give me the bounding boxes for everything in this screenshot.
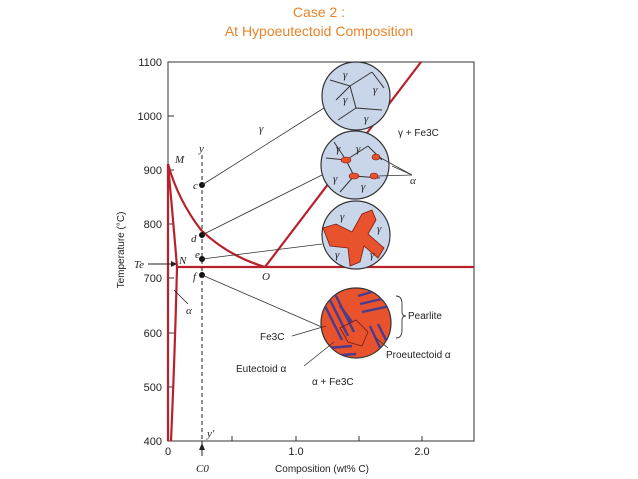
micrograph-alpha-nucleation: γ γ γ γ [320, 130, 390, 200]
label-proeutectoid: Proeutectoid α [386, 350, 451, 361]
label-c: c [193, 180, 198, 192]
label-alpha-fe3c-region: α + Fe3C [312, 377, 354, 388]
alpha-pointer-lines [377, 156, 413, 177]
alpha-solvus [166, 163, 179, 442]
gamma-grain-label: γ [361, 181, 366, 193]
label-m: M [174, 154, 185, 166]
label-n: N [178, 255, 187, 267]
label-fe3c: Fe3C [260, 332, 284, 343]
x-tick-2: 2.0 [414, 446, 429, 458]
label-c0: C0 [196, 463, 209, 475]
label-o: O [262, 271, 270, 283]
gamma-grain-label: γ [373, 84, 378, 96]
gamma-alpha-boundary [166, 163, 266, 269]
pearlite-bracket [395, 295, 407, 339]
label-alpha-region: α [186, 305, 192, 317]
y-tick-400: 400 [144, 436, 162, 448]
gamma-grain-label: γ [340, 211, 345, 223]
te-arrowhead [171, 261, 177, 267]
y-tick-700: 700 [144, 273, 162, 285]
label-gamma-fe3c-region: γ + Fe3C [398, 128, 439, 139]
slide-title: Case 2 : [292, 4, 346, 20]
gamma-grain-label: γ [377, 223, 382, 235]
label-f: f [193, 271, 198, 283]
gamma-grain-label: γ [335, 249, 340, 261]
label-gamma-region: γ [259, 123, 264, 135]
label-te: Te [134, 259, 144, 271]
y-tick-500: 500 [144, 382, 162, 394]
label-y: y [198, 143, 204, 155]
c0-arrowhead [199, 443, 205, 450]
gamma-grain-label: γ [364, 113, 369, 125]
gamma-grain-label: γ [333, 173, 338, 185]
y-axis-label: Temperature (°C) [116, 212, 127, 289]
y-tick-1000: 1000 [138, 111, 162, 123]
label-alpha-pointer: α [410, 175, 416, 187]
proeutectoid-pointer [375, 337, 389, 349]
eutectoid-pointer [303, 341, 335, 367]
y-tick-1100: 1100 [138, 57, 162, 69]
micrograph-pearlite [320, 287, 392, 359]
x-axis-label: Composition (wt% C) [275, 464, 369, 475]
gamma-grain-label: γ [343, 69, 348, 81]
gamma-grain-label: γ [336, 143, 341, 155]
y-tick-600: 600 [144, 328, 162, 340]
alpha-pointer-line [173, 289, 189, 305]
y-tick-800: 800 [144, 219, 162, 231]
gamma-grain-label: γ [356, 143, 361, 155]
micrograph-austenite: γ γ γ γ [321, 61, 391, 131]
label-eutectoid: Eutectoid α [236, 364, 286, 375]
label-y-prime: y′ [206, 428, 215, 440]
y-tick-900: 900 [144, 165, 162, 177]
label-pearlite: Pearlite [408, 311, 442, 322]
micrograph-alpha-growth: γ γ γ γ [321, 200, 391, 270]
slide-subtitle: At Hypoeutectoid Composition [224, 23, 414, 39]
leader-lines [201, 107, 325, 329]
x-tick-marks [231, 436, 423, 441]
label-d: d [191, 233, 197, 245]
x-tick-1: 1.0 [288, 446, 303, 458]
gamma-grain-label: γ [370, 249, 375, 261]
fe3c-pointer [291, 325, 327, 337]
gamma-grain-label: γ [343, 94, 348, 106]
x-tick-0: 0 [165, 446, 171, 458]
label-e: e [195, 249, 200, 261]
